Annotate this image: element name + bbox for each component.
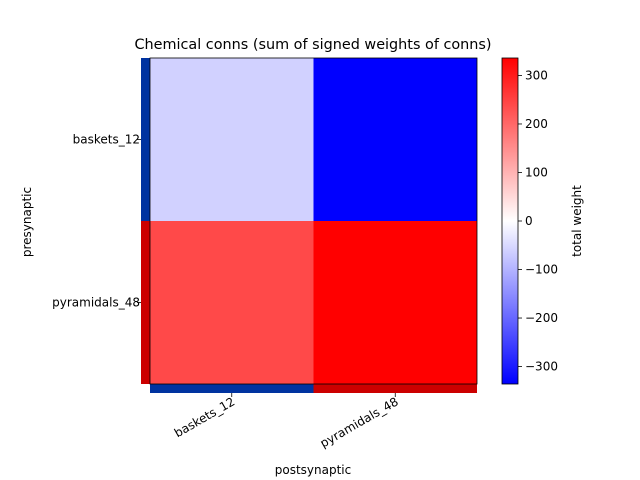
x-axis-label: postsynaptic: [275, 463, 351, 477]
heatmap-cell: [150, 221, 314, 384]
colorbar-tick-label: 100: [525, 165, 548, 179]
population-color-bars: [141, 58, 477, 393]
colorbar-tick-label: −100: [525, 263, 558, 277]
plot-frame: [149, 57, 478, 385]
x-tick-label: pyramidals_48: [318, 394, 401, 450]
heatmap-cell: [150, 58, 314, 221]
column-population-bar: [150, 384, 314, 393]
chart-title: Chemical conns (sum of signed weights of…: [134, 37, 491, 53]
colorbar-label: total weight: [570, 185, 584, 257]
colorbar-ticks: −300 −200 −100 0 100 200 300: [518, 68, 558, 374]
row-population-bar: [141, 58, 150, 221]
y-tick-label: baskets_12: [73, 133, 140, 147]
y-axis-ticks: baskets_12 pyramidals_48: [52, 133, 141, 310]
y-axis-label: presynaptic: [20, 187, 34, 257]
heatmap-matrix: [150, 58, 477, 384]
x-tick-label: baskets_12: [172, 394, 237, 440]
y-tick-label: pyramidals_48: [52, 296, 140, 310]
colorbar: [501, 57, 519, 385]
row-population-bar: [141, 221, 150, 384]
colorbar-tick-label: 0: [525, 214, 533, 228]
x-axis-ticks: baskets_12 pyramidals_48: [172, 393, 401, 451]
heatmap-cell: [313, 221, 477, 384]
colorbar-tick-label: −300: [525, 360, 558, 374]
colorbar-tick-label: 300: [525, 68, 548, 82]
heatmap-cell: [313, 58, 477, 221]
colorbar-tick-label: 200: [525, 117, 548, 131]
column-population-bar: [313, 384, 477, 393]
colorbar-tick-label: −200: [525, 311, 558, 325]
